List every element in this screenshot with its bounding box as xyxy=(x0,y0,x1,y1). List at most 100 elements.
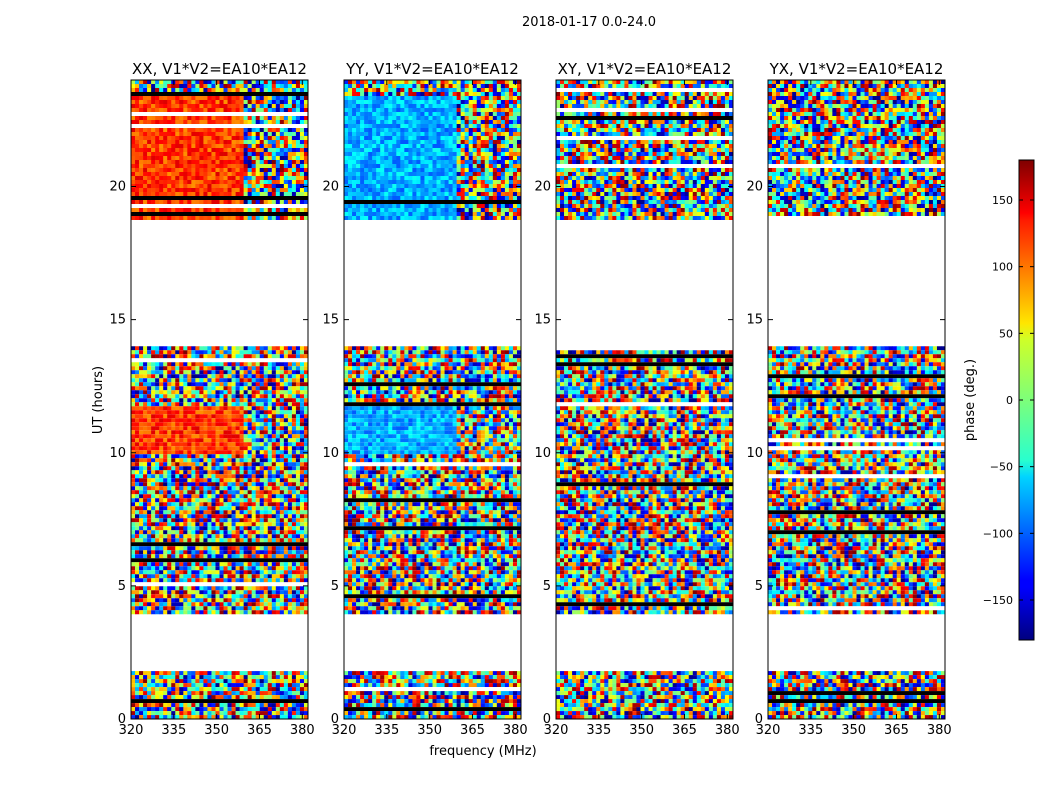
phase-cell xyxy=(227,466,232,471)
phase-cell xyxy=(480,675,486,680)
phase-cell xyxy=(432,679,437,684)
phase-cell xyxy=(139,414,144,419)
phase-cell xyxy=(147,446,152,451)
phase-cell xyxy=(151,486,156,491)
phase-cell xyxy=(203,606,208,611)
phase-cell xyxy=(211,518,216,523)
phase-cell xyxy=(287,466,293,471)
phase-cell xyxy=(215,140,220,144)
phase-cell xyxy=(247,366,252,371)
phase-cell xyxy=(203,534,208,539)
phase-cell xyxy=(360,711,365,716)
phase-cell xyxy=(219,498,224,503)
phase-cell xyxy=(147,434,152,439)
phase-cell xyxy=(159,578,164,583)
phase-cell xyxy=(143,486,148,491)
phase-cell xyxy=(283,695,289,700)
phase-cell xyxy=(267,466,273,471)
phase-cell xyxy=(131,546,136,551)
phase-cell xyxy=(143,578,148,583)
phase-cell xyxy=(215,362,220,367)
phase-cell xyxy=(135,140,140,144)
phase-cell xyxy=(295,574,301,579)
phase-cell xyxy=(183,346,188,351)
phase-cell xyxy=(135,606,140,611)
phase-cell xyxy=(139,200,144,204)
phase-cell xyxy=(167,216,172,220)
phase-cell xyxy=(436,683,441,688)
phase-cell xyxy=(163,470,168,475)
phase-cell xyxy=(207,394,212,399)
phase-cell xyxy=(271,594,277,599)
phase-cell xyxy=(283,602,289,607)
phase-cell xyxy=(283,679,289,684)
phase-cell xyxy=(267,442,273,447)
phase-cell xyxy=(271,450,277,455)
phase-cell xyxy=(476,683,482,688)
phase-cell xyxy=(195,120,200,124)
phase-cell xyxy=(195,562,200,567)
phase-cell xyxy=(131,132,136,136)
phase-cell xyxy=(356,699,361,704)
phase-cell xyxy=(235,470,240,475)
phase-cell xyxy=(271,144,277,148)
phase-cell xyxy=(167,370,172,375)
phase-cell xyxy=(159,80,164,84)
phase-cell xyxy=(147,518,152,523)
phase-cell xyxy=(135,96,140,100)
phase-cell xyxy=(263,466,269,471)
phase-cell xyxy=(159,514,164,519)
phase-cell xyxy=(159,691,164,696)
phase-cell xyxy=(163,410,168,415)
phase-cell xyxy=(187,362,192,367)
phase-cell xyxy=(259,354,265,359)
phase-cell xyxy=(147,152,152,156)
phase-cell xyxy=(259,450,265,455)
phase-cell xyxy=(215,671,220,676)
phase-cell xyxy=(223,430,228,435)
phase-cell xyxy=(283,84,289,88)
phase-cell xyxy=(191,466,196,471)
phase-cell xyxy=(155,526,160,531)
phase-cell xyxy=(155,84,160,88)
phase-cell xyxy=(512,711,518,716)
phase-cell xyxy=(259,414,265,419)
phase-cell xyxy=(279,687,285,692)
phase-cell xyxy=(199,534,204,539)
phase-cell xyxy=(231,164,236,168)
phase-cell xyxy=(239,144,244,148)
phase-cell xyxy=(171,346,176,351)
phase-cell xyxy=(151,586,156,591)
phase-cell xyxy=(380,699,385,704)
phase-cell xyxy=(203,594,208,599)
phase-cell xyxy=(187,570,192,575)
phase-cell xyxy=(247,370,252,375)
phase-cell xyxy=(303,518,309,523)
phase-cell xyxy=(259,366,265,371)
phase-cell xyxy=(135,671,140,676)
phase-cell xyxy=(199,398,204,403)
phase-cell xyxy=(275,454,281,459)
phase-cell xyxy=(227,594,232,599)
phase-cell xyxy=(291,498,297,503)
phase-cell xyxy=(179,378,184,383)
phase-cell xyxy=(163,156,168,160)
phase-cell xyxy=(207,707,212,712)
phase-cell xyxy=(287,570,293,575)
phase-cell xyxy=(259,707,265,712)
phase-cell xyxy=(416,695,421,700)
phase-cell xyxy=(291,671,297,676)
phase-cell xyxy=(143,482,148,487)
phase-cell xyxy=(295,446,301,451)
phase-cell xyxy=(199,414,204,419)
phase-cell xyxy=(131,550,136,555)
phase-cell xyxy=(147,120,152,124)
phase-cell xyxy=(147,530,152,535)
phase-cell xyxy=(147,88,152,92)
phase-cell xyxy=(143,530,148,535)
phase-cell xyxy=(287,590,293,595)
phase-cell xyxy=(424,679,429,684)
phase-cell xyxy=(139,550,144,555)
phase-cell xyxy=(251,430,256,435)
phase-cell xyxy=(279,566,285,571)
